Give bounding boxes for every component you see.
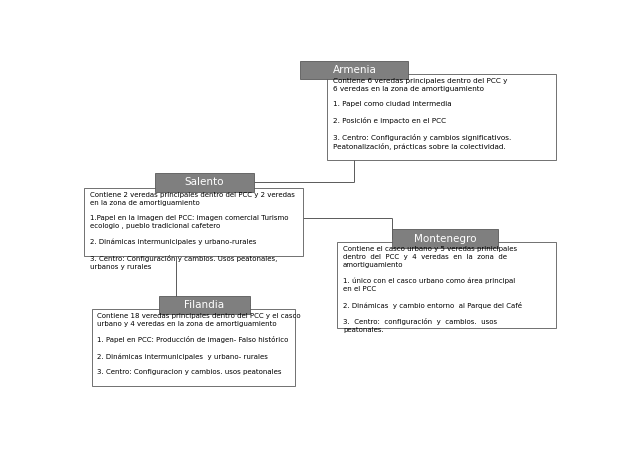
- Text: Contiene 6 veredas principales dentro del PCC y
6 veredas en la zona de amortigu: Contiene 6 veredas principales dentro de…: [333, 78, 512, 150]
- Text: Filandia: Filandia: [184, 300, 224, 310]
- FancyBboxPatch shape: [155, 173, 254, 192]
- Text: Contiene el casco urbano y 5 veredas prinicipales
dentro  del  PCC  y  4  vereda: Contiene el casco urbano y 5 veredas pri…: [343, 246, 522, 333]
- Text: Armenia: Armenia: [332, 66, 377, 76]
- Text: Salento: Salento: [184, 177, 224, 187]
- Text: Montenegro: Montenegro: [414, 233, 477, 243]
- FancyBboxPatch shape: [337, 242, 556, 328]
- FancyBboxPatch shape: [301, 61, 408, 80]
- FancyBboxPatch shape: [327, 74, 556, 160]
- FancyBboxPatch shape: [159, 296, 250, 314]
- FancyBboxPatch shape: [392, 229, 498, 248]
- FancyBboxPatch shape: [91, 308, 295, 386]
- Text: Contiene 18 veredas principales dentro del PCC y el casco
urbano y 4 veredas en : Contiene 18 veredas principales dentro d…: [98, 313, 301, 375]
- FancyBboxPatch shape: [84, 188, 303, 256]
- Text: Contiene 2 veredas principales dentro del PCC y 2 veredas
en la zona de amortigu: Contiene 2 veredas principales dentro de…: [90, 192, 295, 270]
